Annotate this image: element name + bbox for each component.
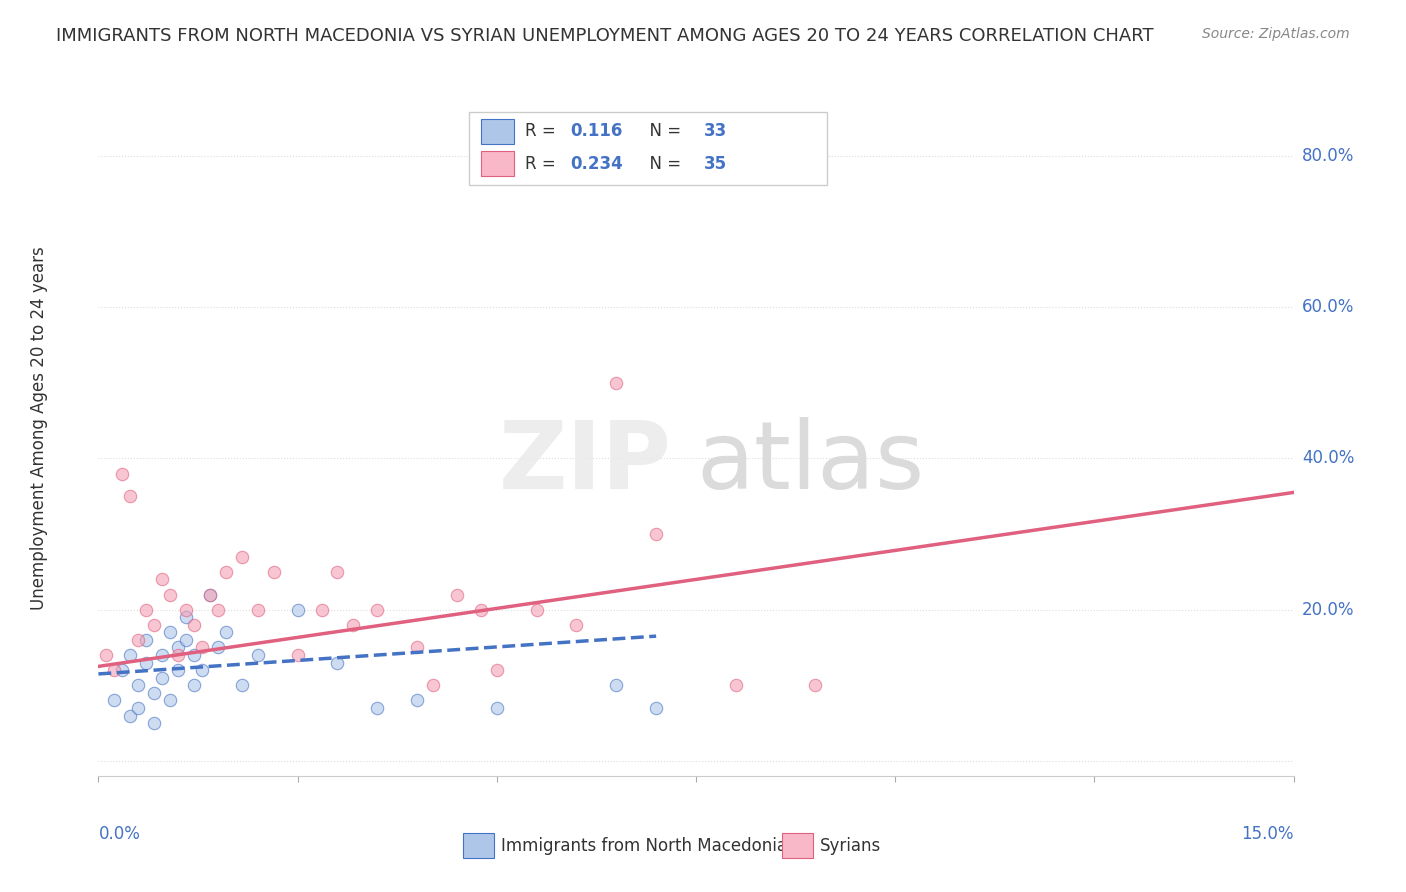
Text: 35: 35 (704, 155, 727, 173)
Point (231, 678, 253, 692)
Point (326, 565, 349, 579)
Point (605, 678, 627, 692)
Point (167, 648, 190, 662)
Text: atlas: atlas (696, 417, 924, 509)
Point (198, 588, 221, 602)
Point (198, 588, 221, 602)
FancyBboxPatch shape (481, 152, 515, 177)
Point (143, 617, 166, 632)
Point (526, 602, 548, 616)
Point (207, 602, 229, 616)
Text: R =: R = (524, 122, 561, 140)
Point (311, 602, 333, 616)
Point (485, 701, 508, 715)
Point (406, 640, 429, 655)
Point (135, 632, 157, 647)
Point (183, 648, 205, 662)
Point (120, 648, 142, 662)
Point (103, 693, 125, 707)
Text: 15.0%: 15.0% (1241, 825, 1294, 843)
Text: ZIP: ZIP (499, 417, 672, 509)
FancyBboxPatch shape (782, 833, 813, 858)
Point (120, 708, 142, 723)
Point (174, 632, 197, 647)
Text: 0.234: 0.234 (571, 155, 623, 173)
Point (645, 701, 668, 715)
Text: Syrians: Syrians (820, 837, 882, 855)
Point (406, 693, 429, 707)
Point (605, 376, 627, 390)
Point (191, 640, 214, 655)
Point (215, 625, 238, 640)
Point (191, 663, 214, 677)
Point (215, 565, 238, 579)
Text: Source: ZipAtlas.com: Source: ZipAtlas.com (1202, 27, 1350, 41)
Point (111, 663, 134, 677)
Point (485, 663, 508, 677)
Point (120, 489, 142, 503)
Point (645, 527, 668, 541)
Point (167, 640, 190, 655)
Text: 33: 33 (704, 122, 727, 140)
Point (127, 678, 149, 692)
Point (326, 656, 349, 670)
Point (159, 588, 181, 602)
Text: 60.0%: 60.0% (1302, 298, 1354, 316)
Point (96, 648, 118, 662)
Point (135, 656, 157, 670)
Point (143, 686, 166, 700)
Point (183, 617, 205, 632)
Point (135, 602, 157, 616)
FancyBboxPatch shape (481, 119, 515, 144)
Point (127, 632, 149, 647)
Text: Unemployment Among Ages 20 to 24 years: Unemployment Among Ages 20 to 24 years (30, 246, 48, 610)
Point (446, 588, 468, 602)
Point (174, 610, 197, 624)
Point (207, 640, 229, 655)
Point (174, 602, 197, 616)
FancyBboxPatch shape (463, 833, 494, 858)
Text: 0.116: 0.116 (571, 122, 623, 140)
Text: N =: N = (638, 122, 686, 140)
Point (565, 617, 588, 632)
Point (103, 663, 125, 677)
Point (342, 617, 364, 632)
FancyBboxPatch shape (470, 112, 827, 185)
Text: 20.0%: 20.0% (1302, 600, 1354, 619)
Point (366, 701, 388, 715)
Point (183, 678, 205, 692)
Point (422, 678, 444, 692)
Point (287, 648, 309, 662)
Text: 80.0%: 80.0% (1302, 147, 1354, 165)
Point (150, 573, 173, 587)
Point (263, 565, 285, 579)
Point (246, 648, 269, 662)
Text: 40.0%: 40.0% (1302, 450, 1354, 467)
Point (167, 663, 190, 677)
Point (111, 467, 134, 481)
Text: 0.0%: 0.0% (98, 825, 141, 843)
Point (366, 602, 388, 616)
Point (143, 716, 166, 731)
Point (159, 693, 181, 707)
Text: Immigrants from North Macedonia: Immigrants from North Macedonia (501, 837, 787, 855)
Point (150, 671, 173, 685)
Point (246, 602, 269, 616)
Text: R =: R = (524, 155, 561, 173)
Point (150, 648, 173, 662)
Point (287, 602, 309, 616)
Point (231, 549, 253, 564)
Text: N =: N = (638, 155, 686, 173)
Text: IMMIGRANTS FROM NORTH MACEDONIA VS SYRIAN UNEMPLOYMENT AMONG AGES 20 TO 24 YEARS: IMMIGRANTS FROM NORTH MACEDONIA VS SYRIA… (56, 27, 1154, 45)
Point (127, 701, 149, 715)
Point (470, 602, 492, 616)
Point (804, 678, 827, 692)
Point (724, 678, 747, 692)
Point (159, 625, 181, 640)
